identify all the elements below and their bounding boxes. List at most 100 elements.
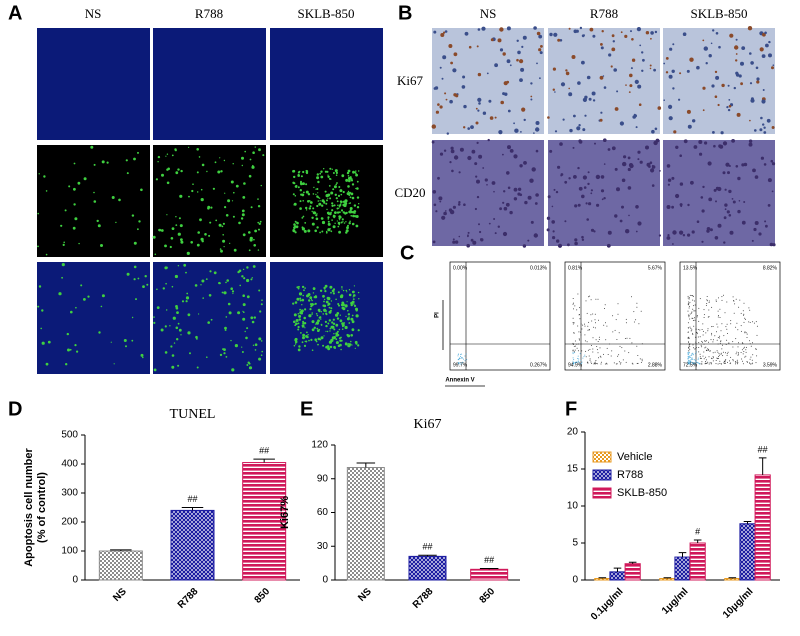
cell-dot (252, 164, 254, 167)
event-dot (689, 343, 691, 345)
cell-dot (317, 200, 320, 202)
stain-dot (682, 234, 686, 237)
stain-dot (568, 92, 573, 97)
stain-dot (772, 64, 775, 66)
event-dot (716, 331, 717, 333)
cell-dot (332, 188, 335, 191)
event-dot (697, 362, 699, 364)
stain-dot (728, 99, 731, 101)
stain-image (548, 28, 660, 134)
stain-dot (634, 79, 639, 84)
cell-dot (137, 228, 139, 231)
event-dot (572, 357, 574, 359)
cell-dot (346, 226, 349, 230)
cell-dot (197, 231, 200, 234)
event-dot (697, 357, 699, 359)
event-dot (725, 359, 727, 361)
event-dot (637, 355, 639, 356)
cell-dot (323, 335, 325, 337)
cell-dot (341, 174, 345, 178)
cell-dot (299, 299, 302, 302)
event-dot (705, 356, 707, 358)
cell-dot (293, 182, 296, 185)
stain-dot (502, 231, 508, 237)
cell-dot (165, 155, 167, 157)
cell-dot (166, 214, 168, 216)
event-dot (691, 329, 693, 331)
event-dot (734, 361, 736, 362)
cell-dot (206, 356, 208, 359)
stain-dot (535, 149, 539, 153)
event-dot (687, 310, 689, 312)
cell-dot (83, 298, 86, 301)
stain-dot (767, 204, 771, 207)
stain-dot (600, 111, 603, 114)
event-dot (692, 320, 694, 321)
event-dot (732, 341, 734, 343)
cell-dot (325, 324, 328, 328)
cell-dot (243, 182, 246, 185)
error-bar (479, 568, 499, 570)
event-dot (717, 343, 719, 345)
event-dot (618, 361, 620, 363)
stain-dot (636, 27, 642, 32)
stain-dot (633, 113, 636, 116)
stain-dot (748, 139, 753, 143)
event-dot (466, 359, 468, 360)
cell-dot (78, 242, 80, 245)
cell-dot (339, 189, 343, 193)
stain-dot (516, 39, 519, 42)
stain-dot (452, 68, 457, 73)
y-tick-label: 400 (61, 459, 78, 470)
cell-dot (199, 218, 202, 222)
stain-dot (549, 149, 553, 153)
cell-dot (258, 148, 261, 152)
event-dot (591, 320, 593, 322)
event-dot (728, 342, 730, 344)
stain-dot (486, 72, 489, 75)
cell-dot (324, 320, 327, 323)
cell-dot (332, 225, 336, 229)
cell-dot (320, 336, 324, 340)
stain-dot (552, 230, 555, 233)
cell-dot (302, 294, 305, 297)
cell-dot (350, 192, 354, 196)
cell-dot (40, 327, 42, 330)
cell-dot (181, 300, 185, 303)
event-dot (695, 347, 697, 349)
cell-dot (240, 217, 244, 220)
cell-dot (292, 302, 295, 305)
cell-dot (298, 318, 301, 321)
error-bar (663, 577, 672, 579)
cell-dot (329, 309, 332, 312)
cell-dot (293, 344, 296, 347)
event-dot (687, 350, 689, 352)
stain-dot (556, 239, 560, 243)
cell-dot (329, 345, 333, 349)
cell-dot (315, 188, 317, 190)
event-dot (604, 304, 606, 306)
stain-dot (527, 239, 530, 242)
stain-dot (735, 71, 739, 75)
cell-dot (157, 161, 159, 163)
event-dot (574, 305, 576, 307)
cell-dot (337, 291, 340, 294)
stain-dot (500, 100, 505, 105)
cell-dot (174, 148, 177, 151)
event-dot (458, 359, 460, 361)
cell-dot (343, 222, 346, 224)
stain-dot (583, 34, 585, 37)
cell-dot (246, 295, 250, 299)
event-dot (723, 294, 724, 296)
cell-dot (201, 279, 205, 283)
stain-dot (625, 84, 627, 86)
stain-dot (450, 61, 453, 65)
stain-dot (767, 178, 772, 183)
event-dot (580, 334, 582, 336)
cell-dot (101, 294, 105, 298)
cell-dot (123, 339, 127, 342)
cell-dot (333, 204, 336, 207)
cell-dot (74, 344, 77, 347)
cell-dot (171, 227, 175, 231)
stain-dot (509, 149, 514, 153)
